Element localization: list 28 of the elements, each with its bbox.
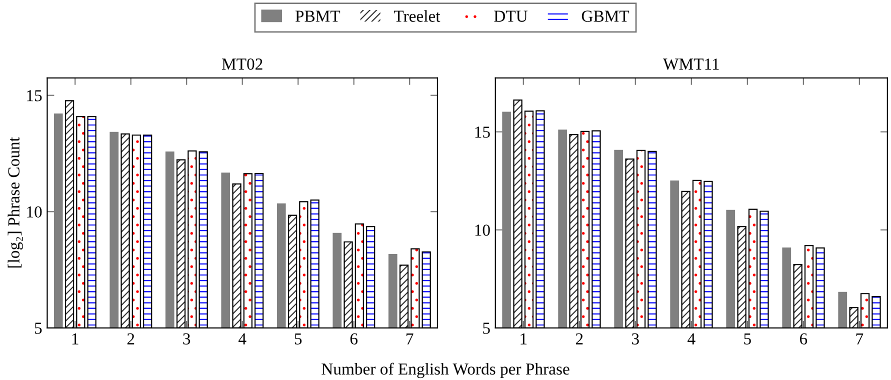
x-tick-label: 6 bbox=[800, 333, 808, 345]
y-tick-label: 5 bbox=[483, 322, 490, 334]
y-tick-label: 10 bbox=[475, 224, 490, 236]
legend-label: DTU bbox=[494, 10, 528, 22]
y-tick-label: 15 bbox=[475, 126, 490, 138]
x-tick-label: 4 bbox=[688, 333, 696, 344]
legend-label: Treelet bbox=[394, 10, 440, 22]
legend-label: PBMT bbox=[295, 10, 340, 22]
x-tick-label: 3 bbox=[183, 333, 190, 345]
x-tick-label: 1 bbox=[72, 333, 78, 344]
chart-title: WMT11 bbox=[663, 58, 719, 70]
y-tick-label: 10 bbox=[27, 206, 42, 218]
legend-label: GBMT bbox=[582, 10, 630, 22]
chart-title: MT02 bbox=[222, 58, 262, 70]
x-axis-title: Number of English Words per Phrase bbox=[322, 362, 570, 378]
x-tick-label: 3 bbox=[632, 333, 639, 345]
x-tick-label: 5 bbox=[294, 333, 302, 345]
x-tick-label: 2 bbox=[127, 333, 134, 344]
x-tick-label: 6 bbox=[350, 333, 358, 345]
y-tick-label: 15 bbox=[27, 90, 42, 102]
y-axis-title: [log₂] Phrase Count bbox=[8, 137, 23, 268]
x-tick-label: 2 bbox=[576, 333, 583, 344]
x-tick-label: 7 bbox=[406, 333, 414, 344]
x-tick-label: 4 bbox=[238, 333, 246, 344]
x-tick-label: 5 bbox=[744, 333, 751, 345]
x-tick-label: 7 bbox=[856, 333, 864, 344]
y-tick-label: 5 bbox=[34, 322, 42, 334]
x-tick-label: 1 bbox=[520, 333, 527, 344]
